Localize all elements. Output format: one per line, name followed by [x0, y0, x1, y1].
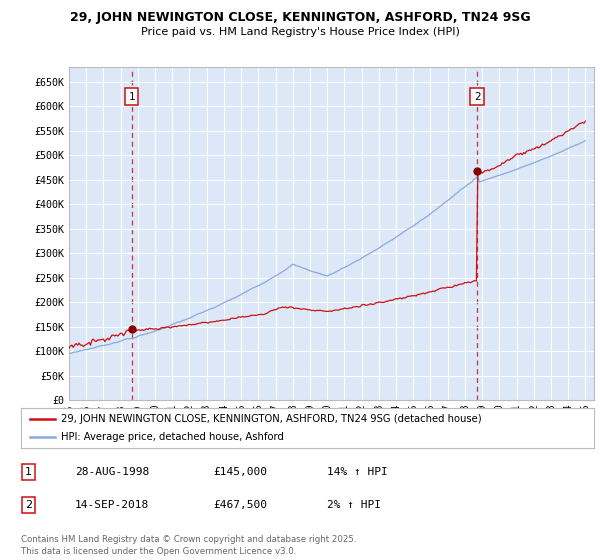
Text: 2% ↑ HPI: 2% ↑ HPI [327, 500, 381, 510]
Text: 29, JOHN NEWINGTON CLOSE, KENNINGTON, ASHFORD, TN24 9SG: 29, JOHN NEWINGTON CLOSE, KENNINGTON, AS… [70, 11, 530, 25]
Text: 28-AUG-1998: 28-AUG-1998 [75, 467, 149, 477]
Text: £145,000: £145,000 [213, 467, 267, 477]
Text: £467,500: £467,500 [213, 500, 267, 510]
Text: Price paid vs. HM Land Registry's House Price Index (HPI): Price paid vs. HM Land Registry's House … [140, 27, 460, 37]
Text: 29, JOHN NEWINGTON CLOSE, KENNINGTON, ASHFORD, TN24 9SG (detached house): 29, JOHN NEWINGTON CLOSE, KENNINGTON, AS… [61, 414, 482, 423]
Text: 1: 1 [25, 467, 32, 477]
Text: HPI: Average price, detached house, Ashford: HPI: Average price, detached house, Ashf… [61, 432, 284, 442]
Text: 1: 1 [128, 92, 135, 101]
Text: 14% ↑ HPI: 14% ↑ HPI [327, 467, 388, 477]
Text: Contains HM Land Registry data © Crown copyright and database right 2025.
This d: Contains HM Land Registry data © Crown c… [21, 535, 356, 556]
Text: 2: 2 [474, 92, 481, 101]
Text: 2: 2 [25, 500, 32, 510]
Text: 14-SEP-2018: 14-SEP-2018 [75, 500, 149, 510]
